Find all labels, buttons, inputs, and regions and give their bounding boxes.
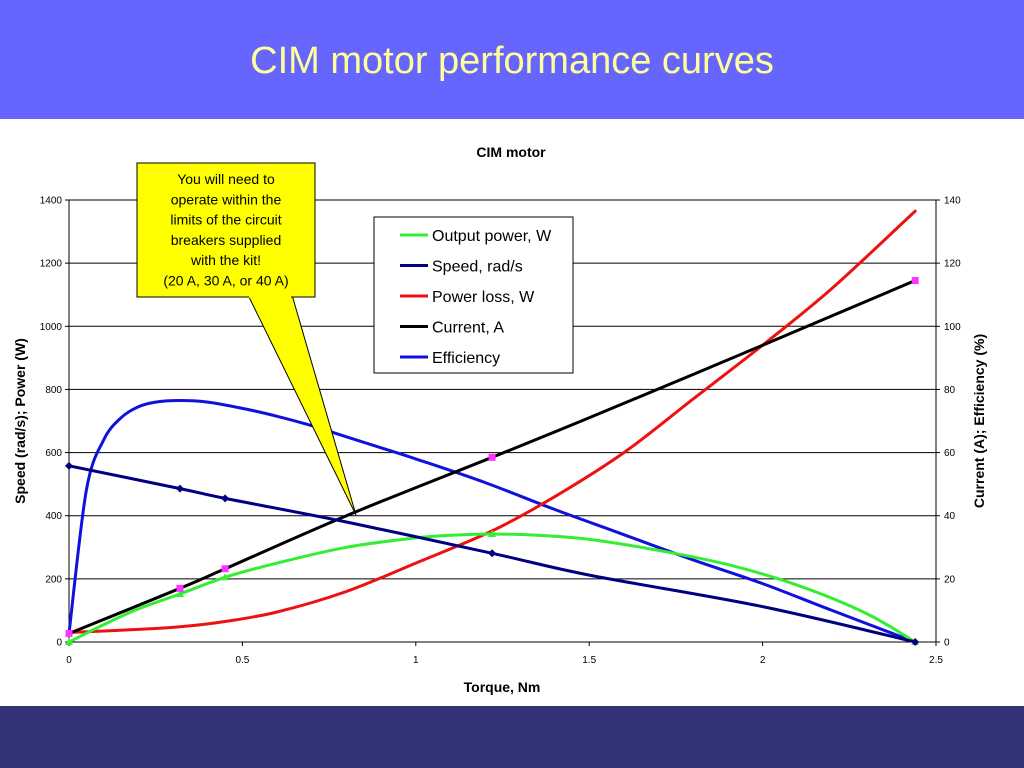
callout-line: breakers supplied: [171, 232, 282, 248]
x-tick-label: 2.5: [929, 655, 943, 666]
series-markers: [65, 277, 920, 646]
x-tick-label: 1.5: [582, 655, 596, 666]
data-point: [221, 494, 230, 503]
y-left-tick-label: 200: [45, 574, 62, 585]
y-right-tick-label: 0: [944, 638, 950, 649]
data-point: [911, 277, 919, 285]
callout-pointer: [247, 294, 357, 516]
data-point: [221, 565, 229, 573]
data-point: [488, 530, 497, 538]
x-axis-label: Torque, Nm: [464, 679, 541, 695]
x-tick-label: 1: [413, 655, 419, 666]
callout-box: [136, 162, 316, 298]
callout-line: (20 A, 30 A, or 40 A): [163, 273, 288, 289]
y-right-tick-label: 40: [944, 511, 956, 522]
y-left-tick-label: 600: [45, 448, 62, 459]
plot-area-frame: [68, 199, 937, 643]
series-line-speed-rad-s: [67, 464, 917, 644]
series-line-efficiency: [67, 399, 917, 644]
data-point: [221, 573, 230, 581]
callout-line: operate within the: [171, 191, 282, 207]
y-right-tick-label: 120: [944, 259, 961, 270]
legend-label: Current, A: [432, 320, 504, 337]
y-right-tick-label: 140: [944, 196, 961, 207]
data-point: [175, 590, 184, 598]
axis-ticks: 0200400600800100012001400020406080100120…: [40, 196, 961, 667]
y-right-tick-label: 20: [944, 574, 956, 585]
data-point: [175, 484, 184, 493]
x-tick-label: 0: [66, 655, 72, 666]
callout-seam: [249, 294, 291, 298]
series-lines: [67, 209, 917, 644]
callout: You will need to operate within the limits…: [136, 162, 357, 516]
y-axis-left-label: Speed (rad/s); Power (W): [12, 338, 28, 504]
data-point: [176, 584, 184, 592]
legend-label: Efficiency: [432, 350, 500, 367]
y-left-tick-label: 0: [56, 638, 62, 649]
callout-line: with the kit!: [190, 252, 261, 268]
data-point: [911, 638, 920, 646]
y-left-tick-label: 1400: [40, 196, 63, 207]
data-point: [488, 453, 496, 461]
title-band: [0, 0, 1024, 119]
legend-label: Power loss, W: [432, 289, 535, 306]
legend-label: Speed, rad/s: [432, 259, 523, 276]
legend-label: Output power, W: [432, 228, 552, 245]
series-line-current-a: [67, 279, 917, 635]
series-line-output-power-w: [67, 532, 917, 644]
y-left-tick-label: 1000: [40, 322, 63, 333]
y-right-tick-label: 80: [944, 385, 956, 396]
y-right-tick-label: 100: [944, 322, 961, 333]
callout-text: You will need to operate within the limits…: [163, 171, 288, 289]
chart-title: CIM motor: [476, 144, 546, 160]
slide-title: CIM motor performance curves: [250, 40, 774, 82]
data-point: [65, 461, 73, 470]
callout-line: You will need to: [177, 171, 275, 187]
y-left-tick-label: 400: [45, 511, 62, 522]
bottom-band: [0, 706, 1024, 768]
y-axis-right-label: Current (A); Efficiency (%): [971, 334, 987, 508]
x-tick-label: 2: [760, 655, 766, 666]
data-point: [65, 629, 73, 637]
callout-line: limits of the circuit: [170, 212, 281, 228]
legend-items: Output power, W Speed, rad/s Power loss, W…: [400, 228, 552, 367]
legend: Output power, W Speed, rad/s Power loss, W…: [373, 216, 574, 374]
data-point: [488, 549, 497, 558]
data-point: [65, 638, 73, 645]
y-left-tick-label: 800: [45, 385, 62, 396]
y-right-tick-label: 60: [944, 448, 956, 459]
y-left-tick-label: 1200: [40, 259, 63, 270]
x-tick-label: 0.5: [235, 655, 249, 666]
